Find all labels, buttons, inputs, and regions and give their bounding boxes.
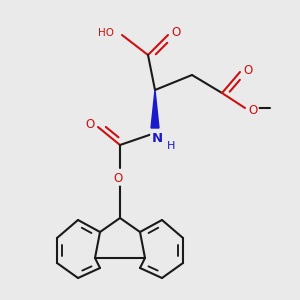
Text: O: O	[248, 104, 258, 118]
Text: H: H	[167, 141, 175, 151]
Text: O: O	[113, 172, 123, 184]
Text: O: O	[243, 64, 253, 76]
Text: HO: HO	[98, 28, 114, 38]
Polygon shape	[151, 90, 159, 128]
Text: N: N	[152, 131, 163, 145]
Text: O: O	[85, 118, 94, 131]
Text: O: O	[171, 26, 181, 40]
